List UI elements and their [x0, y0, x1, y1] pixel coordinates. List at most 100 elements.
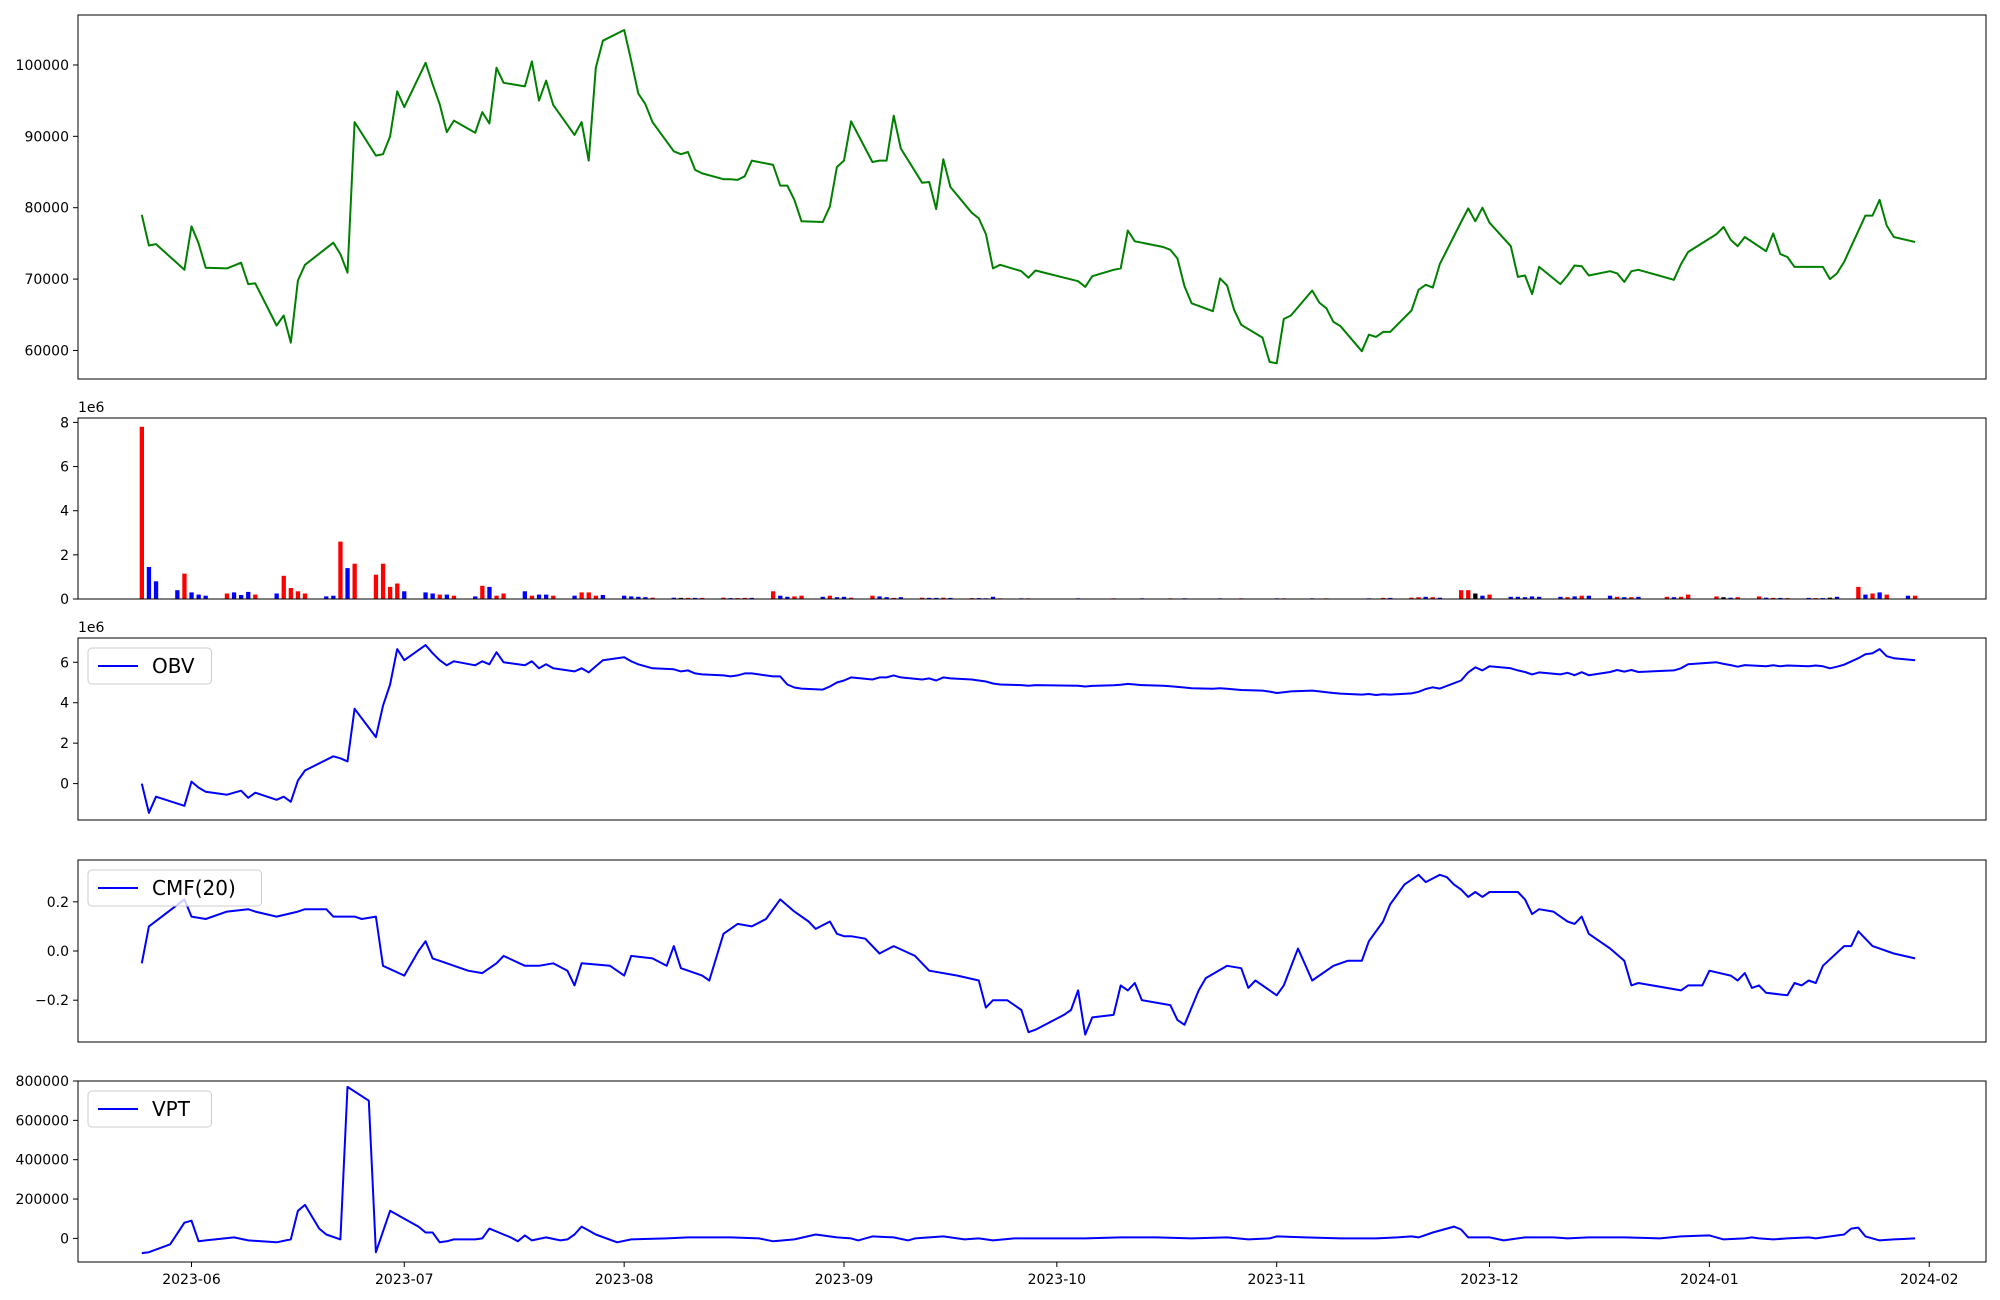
volume-bar	[643, 597, 648, 599]
volume-bar	[891, 597, 896, 599]
obv-y-tick-label: 6	[60, 655, 69, 671]
volume-bar	[1664, 596, 1669, 599]
vpt-y-tick-label: 0	[60, 1231, 69, 1247]
volume-bar	[1529, 596, 1535, 599]
volume-bar	[700, 597, 705, 599]
vpt-y-tick-label: 600000	[16, 1113, 69, 1129]
volume-bar	[941, 597, 946, 599]
x-tick-label: 2023-07	[375, 1272, 434, 1288]
volume-bar	[1572, 596, 1577, 599]
volume-y-tick-label: 2	[60, 548, 69, 564]
vpt-legend-box	[87, 1090, 212, 1128]
obv-legend-box	[87, 647, 212, 685]
cmf-panel-frame	[77, 859, 1987, 1043]
obv-legend: OBV	[87, 647, 212, 685]
price-line-layer	[140, 29, 1916, 365]
volume-bar	[487, 586, 492, 599]
cmf-y-tick-label: 0.2	[47, 895, 69, 911]
volume-bar	[1586, 595, 1591, 599]
volume-panel: 0 2 4 6 8 1e6	[60, 400, 1987, 608]
vpt-panel-frame	[77, 1080, 1987, 1263]
vpt-y-axis: 0 200000 400000 600000 800000	[16, 1074, 78, 1247]
volume-bar	[1522, 597, 1528, 599]
volume-bar	[1756, 596, 1762, 599]
volume-bar	[501, 593, 506, 599]
vpt-y-tick-label: 400000	[16, 1153, 69, 1169]
price-series-line	[140, 29, 1916, 365]
volume-bar	[572, 595, 577, 599]
price-y-tick-label: 80000	[24, 201, 69, 217]
volume-bar	[1870, 593, 1875, 599]
volume-bar	[1806, 597, 1811, 599]
volume-bar	[203, 595, 208, 599]
volume-bar	[1558, 596, 1563, 599]
volume-bar	[792, 596, 797, 599]
volume-bar	[742, 597, 747, 599]
volume-bar	[841, 596, 847, 599]
vpt-y-tick-label: 800000	[16, 1074, 69, 1090]
volume-bar	[1671, 597, 1677, 599]
volume-bar	[678, 597, 684, 599]
volume-bar	[629, 596, 634, 599]
volume-bar	[544, 594, 549, 599]
volume-y-tick-label: 0	[60, 592, 69, 608]
volume-bar	[175, 590, 180, 599]
volume-bar	[1579, 595, 1584, 599]
volume-bar	[352, 563, 357, 599]
volume-bar-layer	[139, 426, 1918, 599]
volume-bar	[388, 586, 393, 599]
volume-bar	[1416, 597, 1421, 599]
cmf-y-tick-label: 0.0	[47, 944, 69, 960]
obv-legend-label: OBV	[152, 654, 195, 678]
x-tick-label: 2024-02	[1900, 1272, 1959, 1288]
cmf-legend-box	[87, 869, 262, 907]
volume-bar	[373, 574, 379, 599]
price-y-tick-label: 100000	[16, 58, 69, 74]
volume-bar	[898, 597, 903, 599]
obv-series-line	[140, 644, 1916, 814]
price-y-tick-label: 60000	[24, 343, 69, 359]
volume-bar	[749, 597, 754, 599]
volume-bar	[593, 595, 598, 599]
volume-bar	[600, 595, 605, 599]
volume-bar	[1714, 596, 1719, 599]
volume-bar	[1615, 596, 1620, 599]
x-tick-label: 2023-12	[1460, 1272, 1519, 1288]
volume-bar	[827, 595, 832, 599]
price-y-tick-label: 90000	[24, 129, 69, 145]
volume-bar	[345, 568, 350, 599]
volume-bar	[224, 593, 230, 599]
volume-bar	[494, 595, 499, 599]
volume-bar	[785, 596, 790, 599]
volume-bar	[253, 594, 258, 599]
price-panel-frame	[77, 14, 1987, 380]
volume-bar	[1409, 597, 1414, 599]
volume-bar	[1537, 596, 1542, 599]
obv-panel-frame	[77, 637, 1987, 821]
price-y-tick-label: 70000	[24, 272, 69, 288]
volume-bar	[636, 596, 641, 599]
volume-bar	[1856, 586, 1861, 599]
volume-bar	[1636, 596, 1641, 599]
cmf-series-line	[140, 873, 1916, 1036]
cmf-y-tick-label: −0.2	[35, 993, 69, 1009]
volume-bar	[671, 597, 676, 599]
x-tick-label: 2023-11	[1247, 1272, 1306, 1288]
vpt-series-line	[141, 1085, 1916, 1255]
cmf-panel: −0.2 0.0 0.2 CMF(20)	[35, 859, 1987, 1043]
volume-bar	[1487, 594, 1492, 599]
x-tick-label: 2023-06	[162, 1272, 221, 1288]
volume-bar	[295, 591, 301, 599]
volume-bar	[799, 595, 804, 599]
vpt-x-axis: 2023-06 2023-07 2023-08 2023-09 2023-10 2023-…	[162, 1262, 1959, 1288]
volume-bar	[1423, 596, 1428, 599]
volume-bar	[990, 596, 996, 599]
volume-bar	[934, 597, 939, 599]
volume-bar	[650, 597, 655, 599]
volume-bar	[288, 588, 293, 599]
volume-bar	[239, 595, 244, 599]
volume-bar	[1827, 597, 1833, 599]
volume-bar	[870, 595, 875, 599]
vpt-y-tick-label: 200000	[16, 1192, 69, 1208]
volume-bar	[948, 597, 953, 599]
